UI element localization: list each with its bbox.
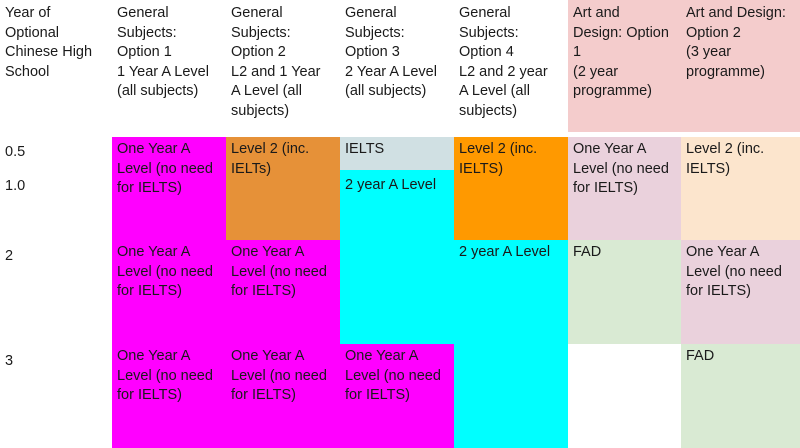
header-general-option-1: General Subjects: Option 1 1 Year A Leve… [117, 5, 209, 99]
header-art-design-option-1: Art and Design: Option 1 (2 year program… [568, 0, 681, 132]
header-general-option-2: General Subjects: Option 2 L2 and 1 Year… [231, 5, 321, 119]
year-label-3: 3 [5, 353, 14, 369]
header-general-option-3: General Subjects: Option 3 2 Year A Leve… [345, 5, 437, 99]
header-general-option-4: General Subjects: Option 4 L2 and 2 year… [459, 5, 548, 119]
year-label-0-5: 0.5 [5, 144, 26, 160]
option1-year2-cell: One Year A Level (no need for IELTS) [112, 240, 226, 344]
year-label-1-0: 1.0 [5, 178, 26, 194]
header-year: Year of Optional Chinese High School [5, 5, 93, 80]
option2-year2-cell: One Year A Level (no need for IELTS) [226, 240, 340, 344]
option1-year3-cell: One Year A Level (no need for IELTS) [112, 344, 226, 448]
art-option1-year1-cell: One Year A Level (no need for IELTS) [568, 137, 681, 240]
option3-2yr-alevel-cell: 2 year A Level [340, 170, 454, 344]
option3-ielts-cell: IELTS [340, 137, 454, 170]
header-art-design-option-2: Art and Design: Option 2 (3 year program… [681, 0, 800, 132]
option4-year1-cell: Level 2 (inc. IELTS) [454, 137, 568, 240]
option3-year3-cell: One Year A Level (no need for IELTS) [340, 344, 454, 448]
option1-year1-cell: One Year A Level (no need for IELTS) [112, 137, 226, 240]
option2-year1-cell: Level 2 (inc. IELTs) [226, 137, 340, 240]
option2-year3-cell: One Year A Level (no need for IELTS) [226, 344, 340, 448]
art-option2-year1-cell: Level 2 (inc. IELTS) [681, 137, 800, 240]
art-option1-fad-cell: FAD [568, 240, 681, 344]
art-option2-fad-cell: FAD [681, 344, 800, 448]
option4-2yr-alevel-cell: 2 year A Level [454, 240, 568, 448]
art-option2-year2-cell: One Year A Level (no need for IELTS) [681, 240, 800, 344]
year-label-2: 2 [5, 248, 14, 264]
